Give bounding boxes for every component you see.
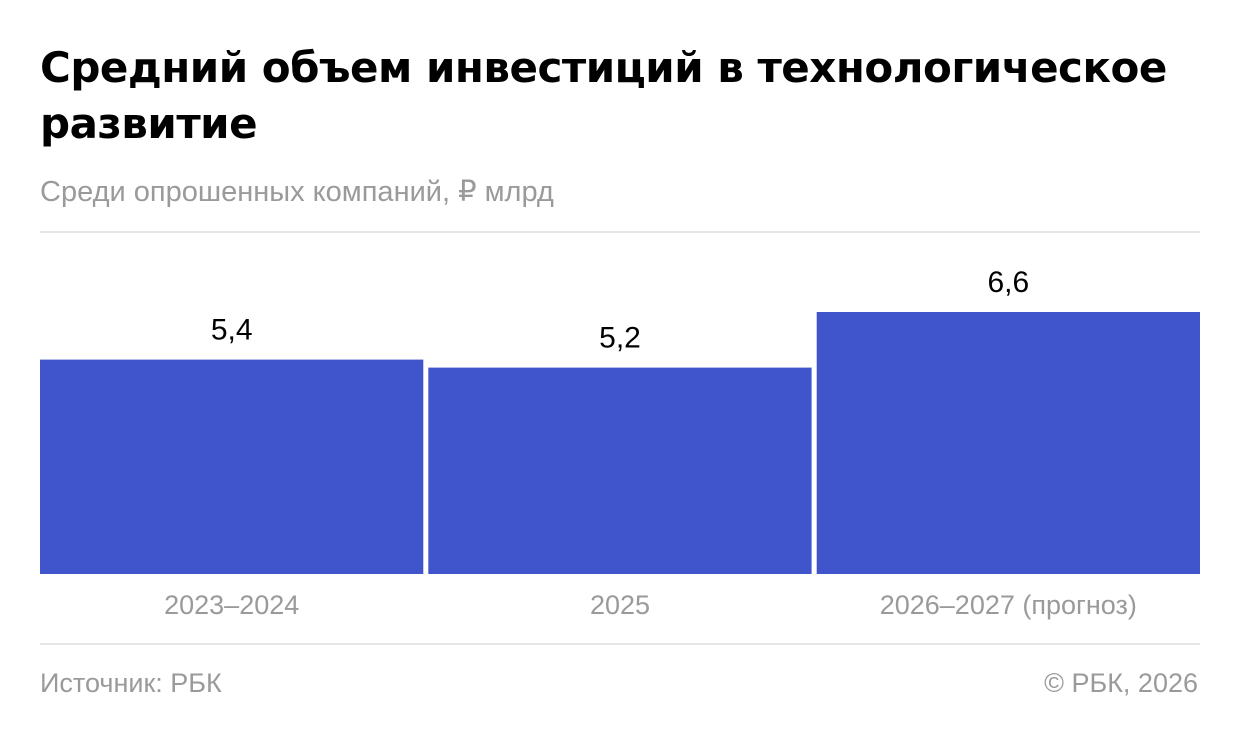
chart-subtitle: Среди опрошенных компаний, ₽ млрд [40,176,554,208]
source-note: Источник: РБК [40,668,222,698]
bar [428,367,812,574]
bar-value-label: 6,6 [987,266,1029,299]
bar [816,312,1200,574]
bottom-divider [40,643,1200,645]
category-label: 2023–2024 [164,590,299,620]
bar-value-label: 5,2 [599,322,641,355]
category-label: 2025 [590,590,650,620]
top-divider [40,231,1200,233]
bar-value-label: 5,4 [211,314,253,347]
copyright-note: © РБК, 2026 [1044,668,1198,698]
bar [40,359,424,574]
chart-title: Средний объем инвестиций в технологическ… [40,43,1167,148]
category-label: 2026–2027 (прогноз) [880,590,1137,620]
